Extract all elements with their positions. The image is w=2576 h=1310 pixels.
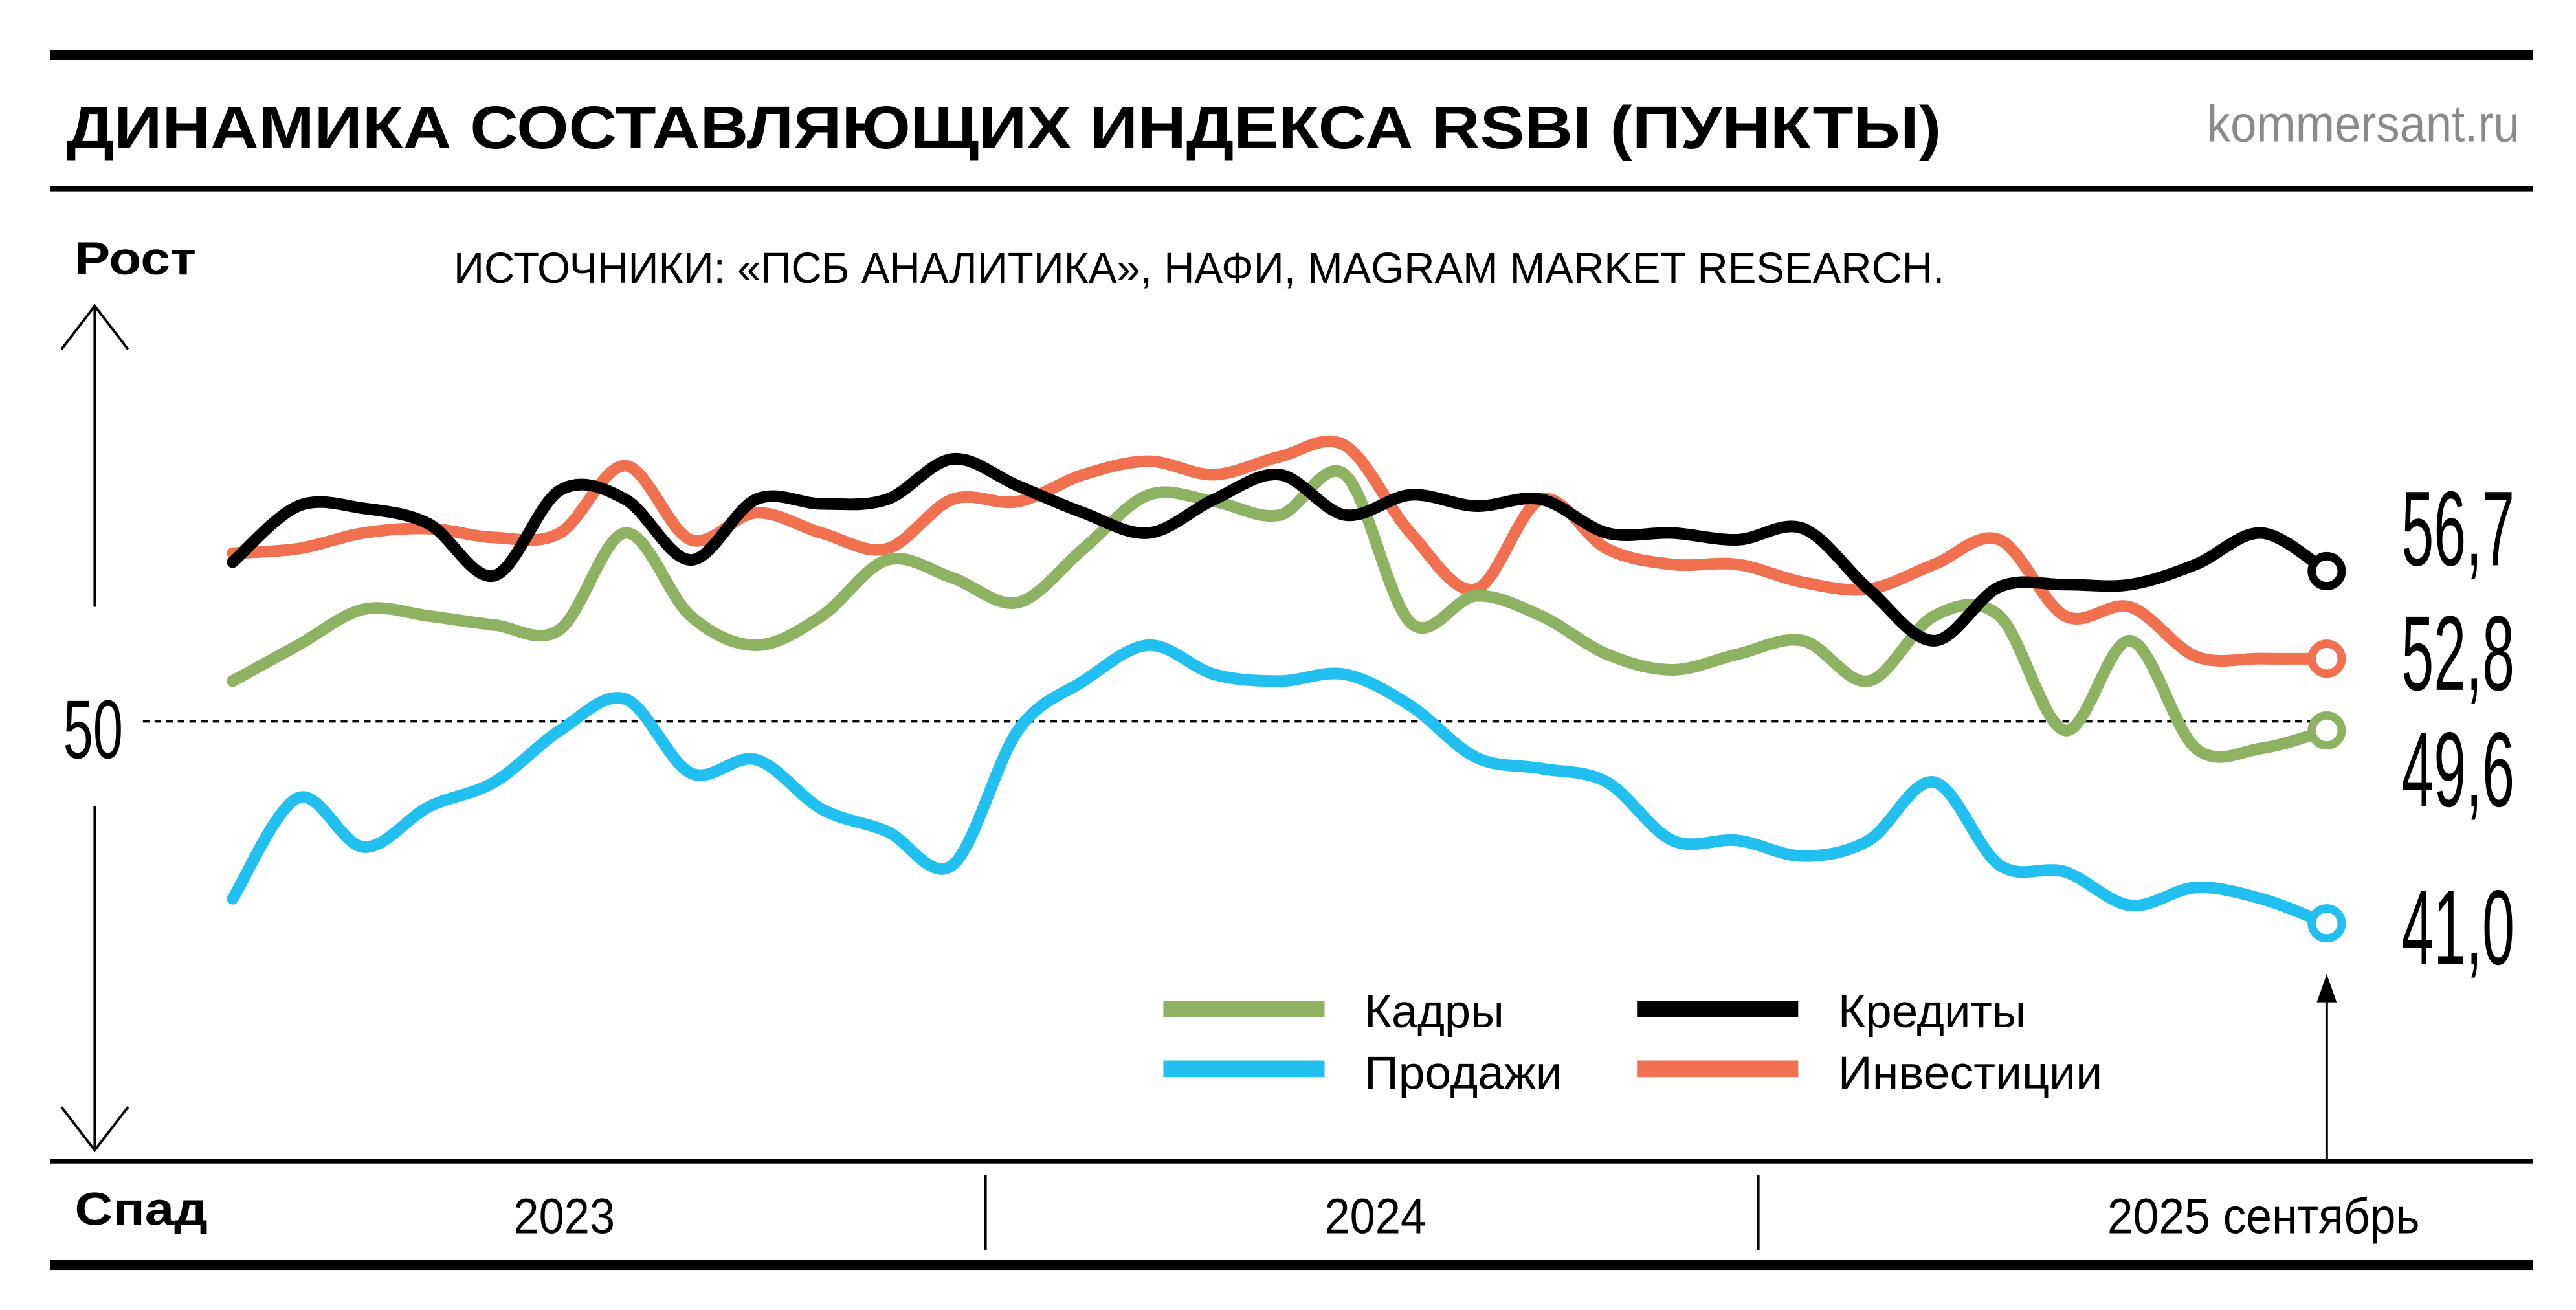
end-marker-investicii — [2307, 639, 2346, 678]
top-rule — [50, 50, 2533, 60]
x-tick-2023: 2023 — [513, 1189, 615, 1245]
reference-label: 50 — [63, 683, 123, 776]
legend: Кадры Продажи Кредиты Инвестиции — [1163, 986, 2102, 1099]
legend-swatch-krediti — [1637, 1001, 1799, 1017]
header-rule — [50, 186, 2533, 192]
end-value-label-krediti: 56,7 — [2401, 469, 2515, 588]
bottom-rule — [50, 1260, 2533, 1271]
legend-label-investicii: Инвестиции — [1838, 1047, 2102, 1099]
down-arrow-icon — [60, 806, 129, 1153]
site-name: kommersant.ru — [2207, 95, 2520, 153]
legend-swatch-prodazhi — [1163, 1060, 1325, 1078]
legend-label-prodazhi: Продажи — [1364, 1047, 1562, 1099]
end-marker-kadry — [2307, 711, 2346, 750]
end-marker-krediti — [2307, 551, 2346, 590]
x-tick-2024: 2024 — [1324, 1189, 1426, 1245]
legend-label-kadry: Кадры — [1364, 986, 1504, 1038]
legend-swatch-kadry — [1163, 1001, 1325, 1017]
latest-month-arrow-icon — [2316, 974, 2337, 1160]
chart-title: ДИНАМИКА СОСТАВЛЯЮЩИХ ИНДЕКСА RSBI (ПУНК… — [67, 94, 1941, 161]
series-line-prodazhi — [227, 639, 2333, 929]
down-label: Спад — [75, 1184, 208, 1236]
up-label: Рост — [75, 233, 196, 285]
end-value-label-prodazhi: 41,0 — [2401, 868, 2515, 987]
end-value-label-investicii: 52,8 — [2401, 594, 2515, 713]
x-axis-rule — [50, 1159, 2533, 1164]
series-line-kadry — [227, 465, 2333, 763]
series-line-krediti — [227, 453, 2333, 647]
x-tick-2025-september: 2025 сентябрь — [2107, 1189, 2420, 1245]
legend-swatch-investicii — [1637, 1060, 1799, 1078]
up-arrow-icon — [60, 304, 129, 607]
end-marker-prodazhi — [2307, 904, 2346, 943]
end-value-label-kadry: 49,6 — [2401, 710, 2515, 829]
source-note: ИСТОЧНИКИ: «ПСБ АНАЛИТИКА», НАФИ, MAGRAM… — [454, 245, 1944, 293]
legend-label-krediti: Кредиты — [1838, 986, 2026, 1038]
